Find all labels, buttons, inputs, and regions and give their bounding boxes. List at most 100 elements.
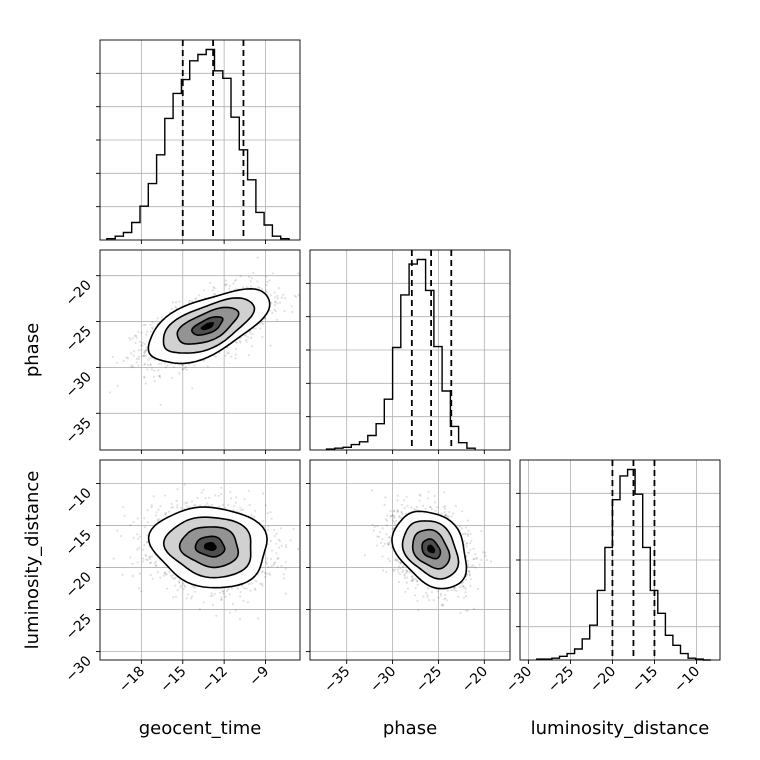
sample-point <box>245 286 248 289</box>
sample-point <box>225 283 228 286</box>
sample-point <box>123 514 126 517</box>
sample-point <box>389 515 392 518</box>
sample-point <box>227 503 230 506</box>
scatter-frame-geocent_time-luminosity_distance <box>99 459 301 661</box>
sample-point <box>363 554 366 557</box>
sample-point <box>270 301 273 304</box>
sample-point <box>239 275 242 278</box>
sample-point <box>468 570 471 573</box>
sample-point <box>371 523 374 526</box>
sample-point <box>137 358 140 361</box>
sample-point <box>284 297 287 300</box>
sample-point <box>193 585 196 588</box>
sample-point <box>271 311 274 315</box>
sample-point <box>454 504 457 508</box>
sample-point <box>176 506 179 509</box>
contour-line-0 <box>190 316 224 337</box>
sample-point <box>273 301 277 304</box>
sample-point <box>174 305 177 308</box>
density-peak <box>203 542 217 551</box>
sample-point <box>200 491 203 494</box>
sample-point <box>275 532 278 535</box>
sample-point <box>416 583 419 587</box>
sample-point <box>163 512 167 515</box>
sample-point <box>416 579 419 583</box>
sample-point <box>193 504 196 507</box>
sample-point <box>282 573 285 576</box>
sample-point <box>267 525 270 528</box>
sample-point <box>213 354 216 358</box>
sample-point <box>264 504 267 507</box>
sample-point <box>248 503 251 507</box>
sample-point <box>278 539 281 543</box>
sample-point <box>146 509 149 512</box>
sample-point <box>141 344 144 347</box>
sample-point <box>247 354 250 357</box>
sample-point <box>234 341 237 344</box>
sample-point <box>143 544 146 547</box>
sample-point <box>194 586 197 590</box>
sample-point <box>264 289 267 292</box>
sample-point <box>376 535 379 538</box>
sample-point <box>383 542 386 545</box>
sample-point <box>145 540 149 543</box>
sample-point <box>157 369 160 372</box>
sample-point <box>162 574 165 577</box>
sample-point <box>214 494 217 497</box>
sample-point <box>234 609 237 612</box>
sample-point <box>145 349 148 352</box>
sample-point <box>149 574 152 577</box>
sample-point <box>190 500 194 503</box>
sample-point <box>400 503 403 506</box>
sample-point <box>135 336 138 339</box>
sample-point <box>173 577 176 580</box>
sample-point <box>206 365 209 368</box>
sample-point <box>128 336 131 339</box>
sample-point <box>444 597 447 600</box>
sample-point <box>276 557 279 561</box>
sample-point <box>279 301 282 304</box>
sample-point <box>247 583 251 586</box>
sample-point <box>210 592 213 595</box>
sample-point <box>186 593 189 596</box>
sample-point <box>191 387 194 390</box>
sample-point <box>149 357 152 360</box>
sample-point <box>276 565 279 568</box>
sample-point <box>213 287 216 290</box>
sample-point <box>131 364 134 367</box>
sample-point <box>467 570 470 573</box>
sample-point <box>259 327 262 330</box>
sample-point <box>376 544 379 547</box>
sample-point <box>406 570 409 573</box>
sample-point <box>432 599 435 602</box>
sample-point <box>406 504 409 507</box>
sample-point <box>260 571 264 574</box>
sample-point <box>265 560 268 564</box>
sample-point <box>249 330 252 333</box>
sample-point <box>157 362 160 365</box>
sample-point <box>464 594 468 598</box>
sample-point <box>149 364 152 367</box>
sample-point <box>398 573 401 576</box>
sample-point <box>245 587 248 590</box>
sample-cloud <box>108 256 300 406</box>
sample-point <box>261 584 264 587</box>
sample-point <box>202 601 205 604</box>
sample-point <box>191 595 194 598</box>
sample-point <box>391 527 394 531</box>
sample-point <box>176 488 179 491</box>
sample-point <box>267 565 270 568</box>
sample-point <box>391 519 394 522</box>
sample-point <box>141 355 144 358</box>
sample-point <box>218 505 221 508</box>
sample-point <box>463 596 466 599</box>
sample-point <box>245 338 248 342</box>
sample-point <box>231 602 235 606</box>
sample-point <box>239 595 242 598</box>
sample-point <box>190 597 193 600</box>
sample-point <box>383 503 386 506</box>
sample-point <box>466 609 469 612</box>
sample-point <box>183 367 186 370</box>
sample-point <box>232 505 235 508</box>
sample-point <box>179 586 182 589</box>
